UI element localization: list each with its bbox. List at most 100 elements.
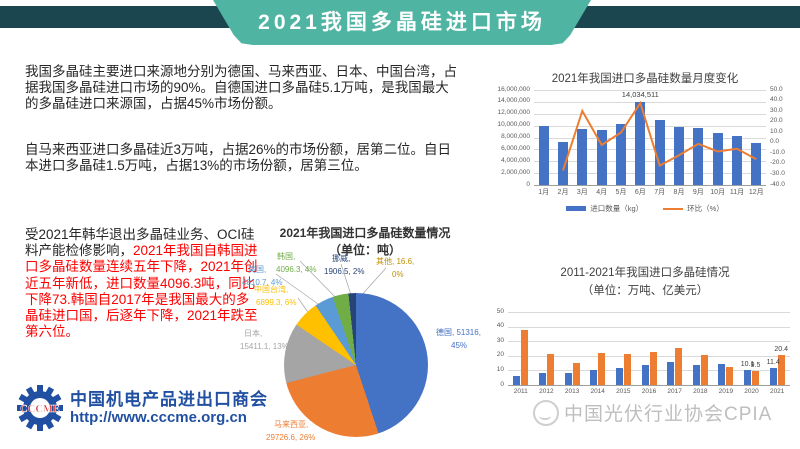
gridline xyxy=(534,173,766,175)
bar-2018-s1 xyxy=(700,355,708,385)
data-label-2021-s0: 11.4 xyxy=(766,359,780,367)
bar-2月 xyxy=(558,141,568,185)
pie-label-韩国: 韩国, xyxy=(277,252,296,261)
x-axis-tick: 3月 xyxy=(576,189,588,196)
x-axis-tick: 2017 xyxy=(667,388,682,395)
bar-3月 xyxy=(577,128,588,185)
x-axis-tick: 2014 xyxy=(590,388,605,395)
x-axis-tick: 9月 xyxy=(692,189,704,196)
gridline xyxy=(508,341,790,343)
x-axis-tick: 2015 xyxy=(616,388,631,395)
x-axis-tick: 5月 xyxy=(615,189,627,196)
header-banner: 2021我国多晶硅进口市场 xyxy=(213,0,591,45)
y-axis-tick: 30 xyxy=(496,336,504,344)
x-axis-tick: 4月 xyxy=(596,189,608,196)
bar-6月 xyxy=(635,101,646,185)
gridline xyxy=(534,125,766,127)
bar-2012-s1 xyxy=(547,354,554,385)
x-axis-tick: 2月 xyxy=(557,189,569,196)
bar-2011-s1 xyxy=(521,329,529,385)
monthly-chart-title: 2021年我国进口多晶硅数量月度变化 xyxy=(551,73,739,85)
x-axis-tick: 11月 xyxy=(729,189,745,196)
paragraph-korea-black: 受2021年韩华退出多晶硅业务、OCI硅料产能检修影响， xyxy=(25,227,255,259)
y-axis-tick: 40 xyxy=(496,322,504,330)
gridline xyxy=(534,90,766,91)
gridline xyxy=(534,149,766,151)
y-axis-tick: 0 xyxy=(500,380,504,388)
cpia-watermark-text: 中国光伏行业协会CPIA xyxy=(564,404,773,425)
paragraph-korea-red-highlight: 2021年我国自韩国进口多晶硅数量连续五年下降，2021年创近五年新低，进口数量… xyxy=(25,243,258,340)
gridline xyxy=(534,185,766,186)
bar-2018-s0 xyxy=(692,364,700,385)
y-axis-tick: 2,000,000 xyxy=(501,168,530,176)
pie-label-美国: 美国, xyxy=(248,265,267,274)
bar-2015-s1 xyxy=(623,354,631,385)
bar-2021-s1 xyxy=(777,355,785,385)
y-axis-tick: 10 xyxy=(496,365,504,373)
pie-label-中国台湾: 中国台湾, xyxy=(254,285,289,294)
cccme-acronym: CCCME xyxy=(20,404,60,415)
annual-chart-subtitle: （单位：万吨、亿美元） xyxy=(581,285,709,297)
secondary-axis-tick: 30.0 xyxy=(770,106,783,114)
x-axis-tick: 2020 xyxy=(744,388,759,395)
secondary-axis-tick: 20.0 xyxy=(770,117,783,125)
annual-import-chart: 2011-2021年我国进口多晶硅情况 （单位：万吨、亿美元） 50 40 30 20… xyxy=(490,258,800,418)
page-title: 2021我国多晶硅进口市场 xyxy=(258,11,546,34)
x-axis-tick: 8月 xyxy=(673,189,685,196)
bar-2017-s0 xyxy=(667,361,675,385)
pie-circle xyxy=(284,293,428,437)
secondary-axis-tick: -20.0 xyxy=(770,159,785,167)
mom-change-line xyxy=(562,100,757,171)
gridline xyxy=(508,385,790,386)
pie-chart-subtitle: （单位：吨） xyxy=(328,243,401,257)
pie-label-马来西亚: 马来西亚, xyxy=(274,420,309,429)
cccme-logo-block: CCCME 中国机电产品进出口商会 http://www.cccme.org.c… xyxy=(16,384,268,432)
x-axis-tick: 1月 xyxy=(538,189,550,196)
legend-line-label: 环比（%） xyxy=(687,204,724,213)
cpia-logo-icon xyxy=(533,399,559,426)
bar-2019-s0 xyxy=(718,364,726,385)
y-axis-tick: 10,000,000 xyxy=(497,121,530,129)
legend-bar-label: 进口数量（kg） xyxy=(590,204,644,213)
bar-2015-s0 xyxy=(615,368,623,385)
secondary-axis-tick: -40.0 xyxy=(770,180,785,188)
pie-label-其他: 其他, 16.6, xyxy=(376,257,415,266)
secondary-axis-tick: 50.0 xyxy=(770,85,783,93)
bar-10月 xyxy=(712,132,723,186)
gridline xyxy=(508,312,790,313)
line-swatch-icon xyxy=(663,207,684,210)
bar-2014-s0 xyxy=(590,370,598,385)
paragraph-import-sources: 我国多晶硅主要进口来源地分别为德国、马来西亚、日本、中国台湾，占据我国多晶硅进口… xyxy=(25,64,457,112)
gridline xyxy=(508,370,790,372)
peak-data-label: 14,034,511 xyxy=(621,89,659,99)
bar-9月 xyxy=(693,128,704,185)
monthly-import-chart: 2021年我国进口多晶硅数量月度变化 进口数量（kg） 环比（%） 16,000… xyxy=(492,62,798,224)
bar-2013-s0 xyxy=(564,373,572,385)
gridline xyxy=(534,137,766,139)
x-axis-tick: 7月 xyxy=(654,189,666,196)
cccme-text: 中国机电产品进出口商会 http://www.cccme.org.cn xyxy=(70,390,268,427)
data-label-2020-s1: 9.5 xyxy=(750,362,761,370)
x-axis-tick: 10月 xyxy=(710,189,726,196)
paragraph-malaysia-japan: 自马来西亚进口多晶硅近3万吨，占据26%的市场份额，居第二位。自日本进口多晶硅1… xyxy=(25,142,452,174)
cccme-url[interactable]: http://www.cccme.org.cn xyxy=(70,409,247,427)
y-axis-tick: 12,000,000 xyxy=(497,109,530,117)
bar-2016-s0 xyxy=(641,364,649,385)
pie-label-中国台湾: 6899.3, 6% xyxy=(256,298,297,307)
legend-item-mom: 环比（%） xyxy=(663,203,724,214)
pie-label-挪威: 1906.5, 2% xyxy=(324,267,365,276)
pie-label-德国: 德国, 51316, xyxy=(436,328,481,337)
annual-chart-title: 2011-2021年我国进口多晶硅情况 xyxy=(560,267,730,279)
secondary-axis-tick: 0.0 xyxy=(770,138,780,146)
x-axis-tick: 2019 xyxy=(718,388,734,395)
bar-11月 xyxy=(732,135,742,185)
bar-1月 xyxy=(538,126,549,185)
y-axis-tick: 4,000,000 xyxy=(501,156,530,164)
y-axis-tick: 50 xyxy=(496,307,504,315)
secondary-axis-tick: 40.0 xyxy=(770,96,783,104)
bar-2012-s0 xyxy=(539,373,546,385)
cccme-name: 中国机电产品进出口商会 xyxy=(70,389,268,409)
x-axis-tick: 2013 xyxy=(564,388,580,395)
x-axis-tick: 2016 xyxy=(641,388,657,395)
